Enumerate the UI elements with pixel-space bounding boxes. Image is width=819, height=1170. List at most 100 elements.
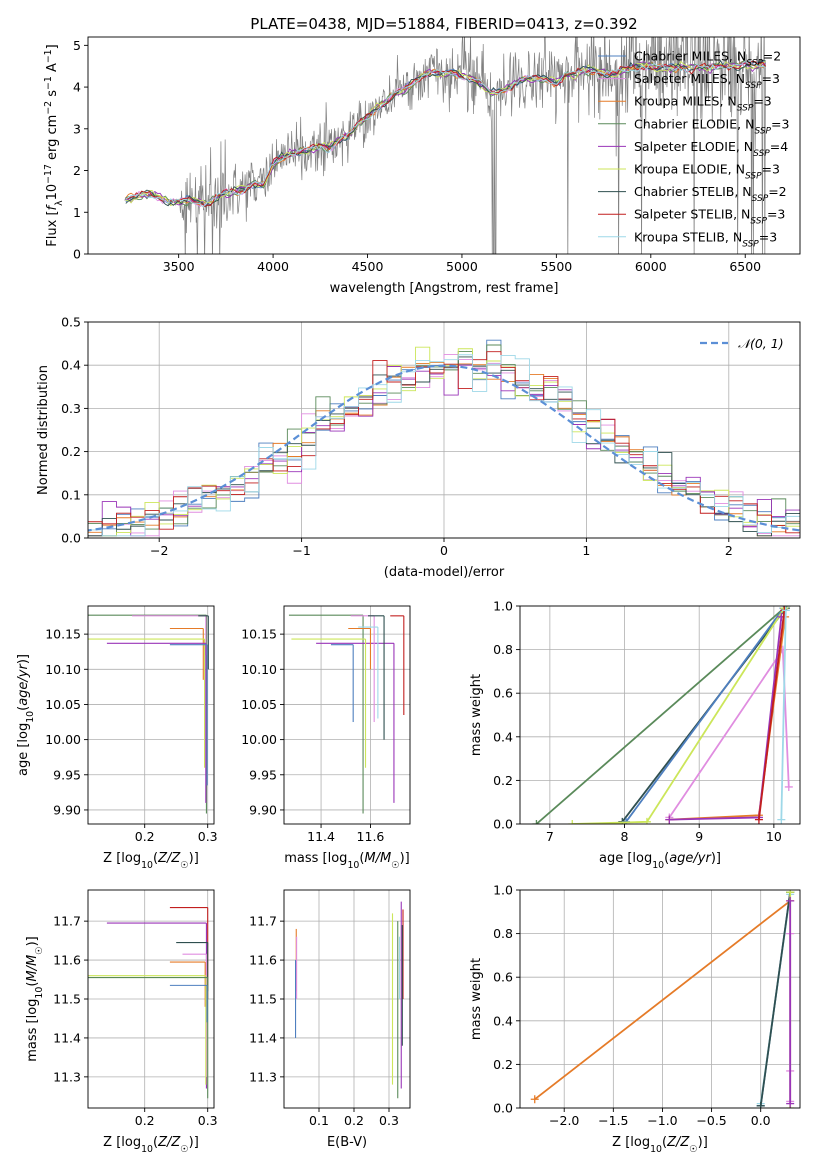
weight-line-kroupa_stelib: [780, 610, 787, 820]
weight-marker-salpeter_elodie: [665, 815, 674, 824]
legend-label: Chabrier STELIB, NSSP=2: [634, 184, 787, 204]
x-tick-label: −1.5: [598, 1113, 628, 1128]
y-axis-label: mass [log10(M/M☉)]: [25, 936, 45, 1062]
plot-area: [530, 890, 795, 1108]
y-tick-label: 4: [73, 80, 81, 95]
weight-line-salpeter_miles: [668, 646, 790, 818]
y-tick-label: 10.10: [241, 662, 277, 677]
legend-label: Chabrier ELODIE, NSSP=3: [634, 116, 789, 136]
y-tick-label: 11.6: [249, 953, 277, 968]
axes-spectrum: 3500 4000 4500 5000 5500 6000 6500 0 1 2 3 4 5 wavele…: [43, 36, 801, 296]
legend-label: Kroupa STELIB, NSSP=3: [634, 229, 777, 249]
residual-legend: 𝒩(0, 1): [700, 336, 784, 351]
y-tick-label: 11.3: [53, 1069, 81, 1084]
residual-histogram-step: [88, 351, 800, 534]
legend-label: Chabrier MILES, NSSP=2: [634, 49, 781, 69]
plot-area: [88, 614, 209, 814]
weight-marker-kroupa_stelib: [781, 606, 790, 615]
weight-marker-kroupa_miles: [530, 1095, 539, 1104]
y-tick-label: 0.8: [493, 926, 513, 941]
x-axis-label: Z [log10(Z/Z☉)]: [103, 1135, 199, 1155]
axes-frame: [519, 605, 801, 825]
x-tick-label: 0.3: [198, 1113, 218, 1128]
weight-marker-kroupa_elodie: [786, 890, 795, 897]
axes-frame: [283, 605, 411, 825]
plot-area: [88, 906, 209, 1099]
x-tick-label: 6500: [729, 259, 761, 274]
y-tick-label: 0.4: [493, 1013, 513, 1028]
residual-histogram-step: [88, 354, 800, 537]
axes-weight_vs_Z: −2.0 −1.5 −1.0 −0.5 0.0 0.0 0.2 0.4 0.6 0.8 1.0 Z […: [469, 883, 801, 1155]
weight-line-chabrier_miles: [625, 607, 785, 823]
y-tick-label: 3: [73, 121, 81, 136]
y-tick-label: 0.8: [493, 642, 513, 657]
y-tick-label: 10.00: [45, 732, 81, 747]
x-tick-label: 0.0: [751, 1113, 771, 1128]
y-tick-label: 0.2: [61, 444, 81, 459]
y-tick-label: 1.0: [493, 599, 513, 614]
y-tick-label: 10.05: [45, 697, 81, 712]
x-axis-label: (data-model)/error: [384, 565, 505, 580]
y-tick-label: 0.0: [61, 531, 81, 546]
x-tick-label: 1: [582, 543, 590, 558]
weight-line-kroupa_miles: [534, 900, 791, 1100]
x-tick-label: −2.0: [549, 1113, 579, 1128]
weight-line-chabrier_stelib: [759, 892, 792, 1106]
weight-marker-chabrier_stelib: [756, 1101, 765, 1108]
axes-residuals: −2 −1 0 1 2 0.0 0.1 0.2 0.3 0.4 0.5 (data-model)/er…: [36, 315, 801, 580]
y-tick-label: 0.2: [493, 1057, 513, 1072]
x-axis-label: age [log10(age/yr)]: [599, 851, 721, 871]
y-tick-label: 0.4: [493, 729, 513, 744]
weight-marker-salpeter_elodie: [786, 1099, 795, 1108]
x-axis-label: mass [log10(M/M☉)]: [284, 851, 410, 871]
normal-distribution-curve: [88, 364, 800, 532]
x-tick-label: 0: [440, 543, 448, 558]
plot-area: [88, 339, 800, 537]
x-axis-label: E(B-V): [327, 1135, 367, 1150]
x-axis-label: Z [log10(Z/Z☉)]: [103, 851, 199, 871]
x-tick-label: 7: [546, 829, 554, 844]
y-tick-label: 9.95: [249, 767, 277, 782]
legend-label: Salpeter MILES, NSSP=3: [634, 71, 780, 91]
x-tick-label: 0.2: [135, 829, 155, 844]
y-tick-label: 1.0: [493, 883, 513, 898]
x-tick-label: 0.2: [135, 1113, 155, 1128]
y-tick-label: 0.4: [61, 358, 81, 373]
weight-marker-kroupa_elodie: [642, 817, 651, 824]
y-tick-label: 11.6: [53, 953, 81, 968]
y-tick-label: 11.7: [249, 914, 277, 929]
x-tick-label: −1.0: [647, 1113, 677, 1128]
weight-marker-salpeter_stelib: [754, 815, 763, 824]
weight-line-kroupa_elodie: [572, 607, 786, 824]
x-tick-label: 3500: [163, 259, 195, 274]
weight-line-chabrier_elodie: [535, 606, 788, 824]
x-tick-label: −1: [292, 543, 310, 558]
y-tick-label: 9.95: [53, 767, 81, 782]
x-tick-label: 5500: [540, 259, 572, 274]
legend-label: Kroupa ELODIE, NSSP=3: [634, 162, 780, 182]
y-tick-label: 11.7: [53, 914, 81, 929]
y-tick-label: 10.15: [241, 627, 277, 642]
y-tick-label: 0.5: [61, 315, 81, 330]
y-tick-label: 0.6: [493, 970, 513, 985]
plot-area: [288, 614, 405, 814]
y-axis-label: age [log10(age/yr)]: [16, 654, 36, 776]
y-tick-label: 2: [73, 163, 81, 178]
x-tick-label: 0.3: [198, 829, 218, 844]
y-axis-label: mass weight: [469, 674, 484, 756]
x-tick-label: −2: [150, 543, 168, 558]
x-tick-label: −0.5: [696, 1113, 726, 1128]
x-tick-label: 10: [766, 829, 782, 844]
x-axis-label: Z [log10(Z/Z☉)]: [612, 1135, 708, 1155]
legend-label: Kroupa MILES, NSSP=3: [634, 94, 772, 114]
x-tick-label: 5000: [446, 259, 478, 274]
plot-area: [532, 606, 793, 824]
axes-age_vs_Z: 0.2 0.3 9.90 9.95 10.00 10.05 10.10 10.15 Z [log…: [16, 605, 218, 871]
x-tick-label: 0.3: [379, 1113, 399, 1128]
y-tick-label: 10.05: [241, 697, 277, 712]
y-tick-label: 0.0: [493, 817, 513, 832]
y-tick-label: 9.90: [53, 802, 81, 817]
figure-title: PLATE=0438, MJD=51884, FIBERID=0413, z=0…: [250, 15, 637, 33]
y-tick-label: 11.5: [53, 992, 81, 1007]
